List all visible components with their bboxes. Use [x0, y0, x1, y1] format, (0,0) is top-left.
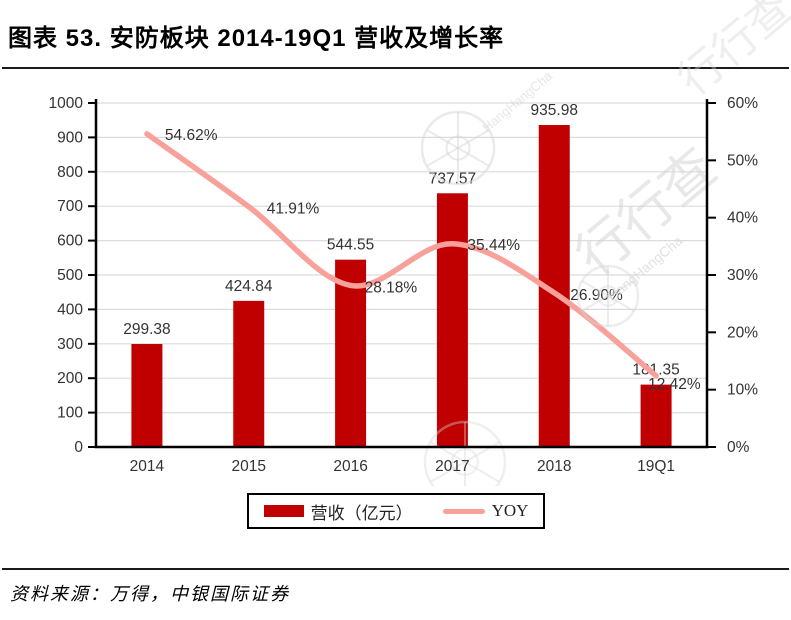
- x-axis-label: 2018: [537, 458, 571, 475]
- left-axis-tick-label: 500: [57, 267, 83, 284]
- left-axis-tick-label: 1000: [49, 95, 84, 112]
- legend-label-revenue: 营收（亿元）: [310, 503, 413, 523]
- chart-title: 图表 53. 安防板块 2014-19Q1 营收及增长率: [8, 25, 505, 52]
- title-divider: [2, 67, 789, 69]
- left-axis-tick-label: 900: [57, 129, 83, 146]
- x-axis-label: 2015: [232, 458, 266, 475]
- right-axis-tick-label: 50%: [727, 152, 758, 169]
- legend-item-yoy: YOY: [442, 501, 529, 521]
- legend-bar-swatch: [263, 505, 304, 517]
- left-axis-tick-label: 700: [57, 198, 83, 215]
- watermark-logo-icon: [423, 420, 507, 486]
- x-axis-label: 2016: [333, 458, 367, 475]
- watermark-logo-icon: [581, 280, 635, 312]
- chart-legend: 营收（亿元） YOY: [247, 493, 545, 529]
- watermark-logo-icon: [426, 129, 490, 167]
- yoy-value-label: 54.62%: [165, 127, 218, 144]
- bar-2014: [131, 344, 163, 447]
- yoy-value-label: 26.90%: [570, 287, 623, 304]
- watermark-logo-icon: [581, 280, 635, 312]
- left-axis-tick-label: 100: [57, 405, 83, 422]
- watermark-logo-icon: [451, 448, 479, 476]
- footer-divider: [2, 568, 789, 570]
- bar-value-label: 424.84: [225, 278, 273, 295]
- watermark-logo-icon: [597, 285, 619, 307]
- right-axis-tick-label: 40%: [727, 210, 758, 227]
- bar-2016: [335, 259, 367, 447]
- legend-line-swatch: [442, 508, 485, 514]
- watermark-logo-icon: [429, 441, 501, 483]
- yoy-line: [144, 131, 659, 379]
- x-axis-label: 2014: [130, 458, 165, 475]
- right-axis-tick-label: 0%: [727, 439, 750, 456]
- left-axis-tick-label: 800: [57, 164, 83, 181]
- bar-value-label: 935.98: [531, 102, 578, 119]
- right-axis-tick-label: 30%: [727, 267, 758, 284]
- yoy-value-label: 12.42%: [648, 376, 701, 393]
- watermark-logo-icon: [429, 441, 501, 483]
- bar-value-label: 544.55: [327, 237, 374, 254]
- source-note: 资料来源：万得，中银国际证券: [10, 584, 290, 604]
- right-axis-tick-label: 60%: [727, 95, 758, 112]
- bar-2017: [436, 193, 468, 447]
- watermark-text: 行行查: [669, 0, 791, 105]
- left-axis-tick-label: 200: [57, 370, 83, 387]
- legend-item-revenue: 营收（亿元）: [263, 499, 413, 524]
- yoy-value-label: 41.91%: [267, 201, 320, 218]
- yoy-value-label: 35.44%: [467, 237, 520, 254]
- right-axis-tick-label: 20%: [727, 324, 758, 341]
- x-axis-label: 2017: [435, 458, 469, 475]
- bar-value-label: 299.38: [123, 321, 170, 338]
- left-axis-tick-label: 0: [74, 439, 83, 456]
- left-axis-tick-label: 300: [57, 336, 83, 353]
- watermark-logo-icon: [576, 264, 640, 328]
- left-axis-tick-label: 400: [57, 301, 83, 318]
- right-axis-tick-label: 10%: [727, 382, 758, 399]
- left-axis-tick-label: 600: [57, 233, 83, 250]
- yoy-value-label: 28.18%: [365, 279, 418, 296]
- legend-label-yoy: YOY: [491, 501, 529, 520]
- x-axis-label: 19Q1: [637, 458, 675, 475]
- bar-19Q1: [640, 384, 672, 447]
- chart-canvas: 299.38424.84544.55737.57935.98181.3554.6…: [49, 0, 791, 486]
- bar-2015: [233, 300, 265, 447]
